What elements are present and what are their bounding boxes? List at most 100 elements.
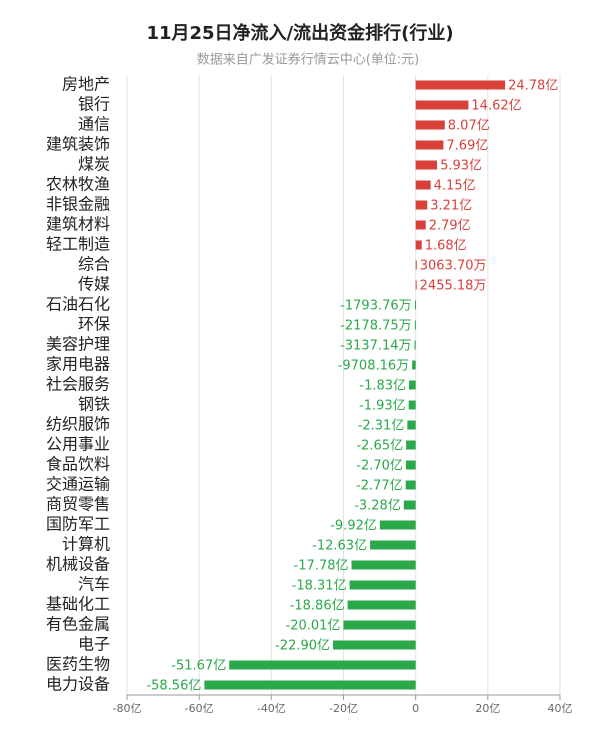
y-tick-label: 非银金融 <box>46 195 110 214</box>
y-tick-label: 社会服务 <box>46 375 110 394</box>
y-tick-label: 商贸零售 <box>46 495 110 514</box>
value-label: -1793.76万 <box>340 299 411 314</box>
value-label: 2.79亿 <box>429 219 471 234</box>
bar <box>415 240 422 250</box>
value-label: -9708.16万 <box>338 359 409 374</box>
y-tick-label: 轻工制造 <box>46 235 110 254</box>
bar <box>409 380 416 390</box>
value-label: -1.93亿 <box>359 399 406 414</box>
bar <box>351 560 416 570</box>
bar <box>379 520 416 530</box>
x-tick-label: -20亿 <box>329 702 358 715</box>
bar <box>415 220 426 230</box>
value-label: -2178.75万 <box>340 319 411 334</box>
value-label: 3.21亿 <box>430 199 472 214</box>
value-label: -22.90亿 <box>275 639 330 654</box>
y-tick-label: 钢铁 <box>78 395 110 414</box>
bar <box>333 640 416 650</box>
value-label: -18.31亿 <box>292 579 347 594</box>
bar <box>229 660 416 670</box>
bar <box>405 480 416 490</box>
value-label: -18.86亿 <box>290 599 345 614</box>
y-tick-label: 通信 <box>78 115 110 134</box>
bar <box>204 680 416 690</box>
bar <box>414 320 416 330</box>
y-tick-label: 电子 <box>78 635 110 654</box>
x-tick-label: -60亿 <box>185 702 214 715</box>
y-tick-label: 煤炭 <box>78 155 110 174</box>
value-label: 1.68亿 <box>425 239 467 254</box>
y-tick-label: 计算机 <box>62 535 110 554</box>
value-label: -20.01亿 <box>286 619 341 634</box>
value-label: 2455.18万 <box>420 279 487 294</box>
y-tick-label: 石油石化 <box>46 295 110 314</box>
y-tick-label: 综合 <box>78 255 110 274</box>
x-tick-label: -80亿 <box>113 702 142 715</box>
x-tick-label: 40亿 <box>548 702 573 715</box>
y-tick-label: 家用电器 <box>46 355 110 374</box>
bar <box>343 620 416 630</box>
value-label: 24.78亿 <box>508 79 558 94</box>
bar <box>415 100 469 110</box>
bar <box>415 300 417 310</box>
bar <box>347 600 416 610</box>
bar <box>415 280 417 290</box>
y-tick-label: 建筑材料 <box>46 215 110 234</box>
bar <box>415 180 431 190</box>
y-tick-label: 电力设备 <box>46 675 110 694</box>
bar <box>407 420 416 430</box>
y-tick-label: 银行 <box>78 95 110 114</box>
bar <box>415 80 506 90</box>
y-tick-label: 环保 <box>78 315 110 334</box>
y-tick-label: 机械设备 <box>46 555 110 574</box>
x-tick-label: 20亿 <box>475 702 500 715</box>
value-label: -2.70亿 <box>356 459 403 474</box>
y-tick-label: 有色金属 <box>46 615 110 634</box>
y-tick-label: 交通运输 <box>46 475 110 494</box>
bar <box>403 500 416 510</box>
x-tick-label: -40亿 <box>257 702 286 715</box>
bar <box>415 160 438 170</box>
value-label: -51.67亿 <box>171 659 226 674</box>
bar <box>370 540 416 550</box>
y-tick-label: 纺织服饰 <box>46 415 110 434</box>
y-tick-label: 汽车 <box>78 575 110 594</box>
value-label: -3.28亿 <box>354 499 401 514</box>
value-label: -12.63亿 <box>312 539 367 554</box>
y-tick-label: 房地产 <box>62 75 110 94</box>
chart-subtitle: 数据来自广发证券行情云中心(单位:元) <box>197 52 420 68</box>
value-label: 7.69亿 <box>446 139 488 154</box>
value-label: -1.83亿 <box>359 379 406 394</box>
y-tick-label: 医药生物 <box>46 655 110 674</box>
y-tick-label: 传媒 <box>78 275 110 294</box>
bar <box>415 120 445 130</box>
value-label: 3063.70万 <box>420 259 487 274</box>
y-tick-label: 基础化工 <box>46 595 110 614</box>
bar <box>408 400 416 410</box>
y-tick-label: 公用事业 <box>46 435 110 454</box>
value-label: -58.56亿 <box>146 679 201 694</box>
y-tick-label: 农林牧渔 <box>46 175 110 194</box>
value-label: 14.62亿 <box>471 99 521 114</box>
value-label: -2.65亿 <box>356 439 403 454</box>
bar <box>349 580 416 590</box>
value-label: 5.93亿 <box>440 159 482 174</box>
bar <box>405 460 416 470</box>
bar <box>414 340 416 350</box>
value-label: 8.07亿 <box>448 119 490 134</box>
value-label: -2.31亿 <box>358 419 405 434</box>
y-tick-label: 国防军工 <box>46 515 110 534</box>
value-label: -3137.14万 <box>340 339 411 354</box>
bar <box>415 140 444 150</box>
y-tick-label: 建筑装饰 <box>46 135 110 154</box>
y-tick-label: 美容护理 <box>46 335 110 354</box>
x-tick-label: 0 <box>412 702 419 715</box>
bar <box>406 440 416 450</box>
value-label: -2.77亿 <box>356 479 403 494</box>
bar <box>412 360 416 370</box>
chart-title: 11月25日净流入/流出资金排行(行业) <box>146 22 453 44</box>
value-label: -17.78亿 <box>294 559 349 574</box>
bar <box>415 260 417 270</box>
